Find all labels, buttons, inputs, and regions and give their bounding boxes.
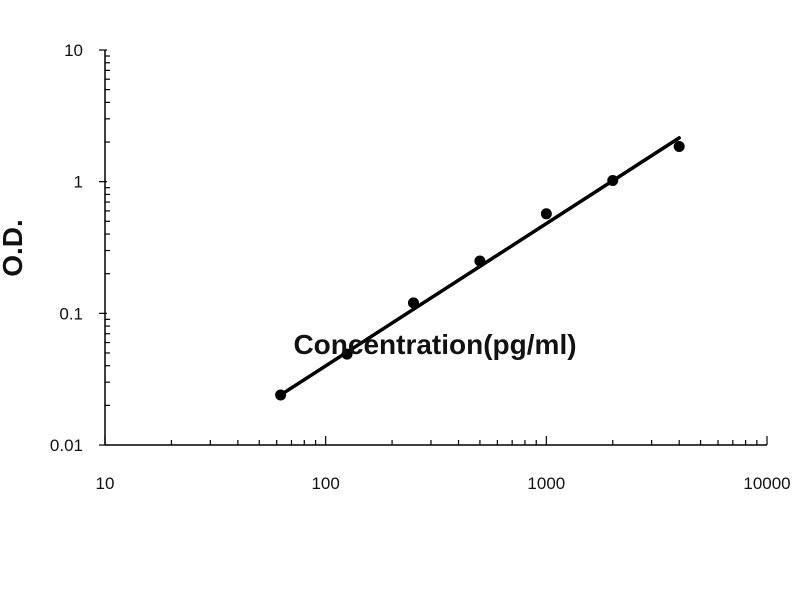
data-point — [540, 208, 552, 220]
x-tick-label: 10 — [96, 474, 115, 493]
data-points — [275, 140, 685, 401]
data-point — [607, 175, 619, 187]
y-tick-label: 1 — [74, 173, 83, 192]
x-tick-label: 1000 — [527, 474, 565, 493]
y-axis-title: O.D. — [0, 219, 28, 277]
data-point — [474, 255, 486, 267]
y-tick-label: 0.01 — [50, 436, 83, 455]
y-tick-label: 10 — [64, 41, 83, 60]
data-point — [275, 389, 287, 401]
x-tick-label: 100 — [311, 474, 339, 493]
axis-ticks — [99, 49, 768, 446]
y-tick-label: 0.1 — [59, 304, 83, 323]
data-point — [341, 348, 353, 360]
x-tick-label: 10000 — [743, 474, 790, 493]
data-point — [407, 297, 419, 309]
x-axis-title: Concentration(pg/ml) — [293, 329, 576, 360]
data-point — [673, 140, 685, 152]
axis-tick-labels: 10 100 1000 10000 0.01 0.1 1 10 — [50, 41, 791, 493]
axes — [104, 50, 767, 446]
